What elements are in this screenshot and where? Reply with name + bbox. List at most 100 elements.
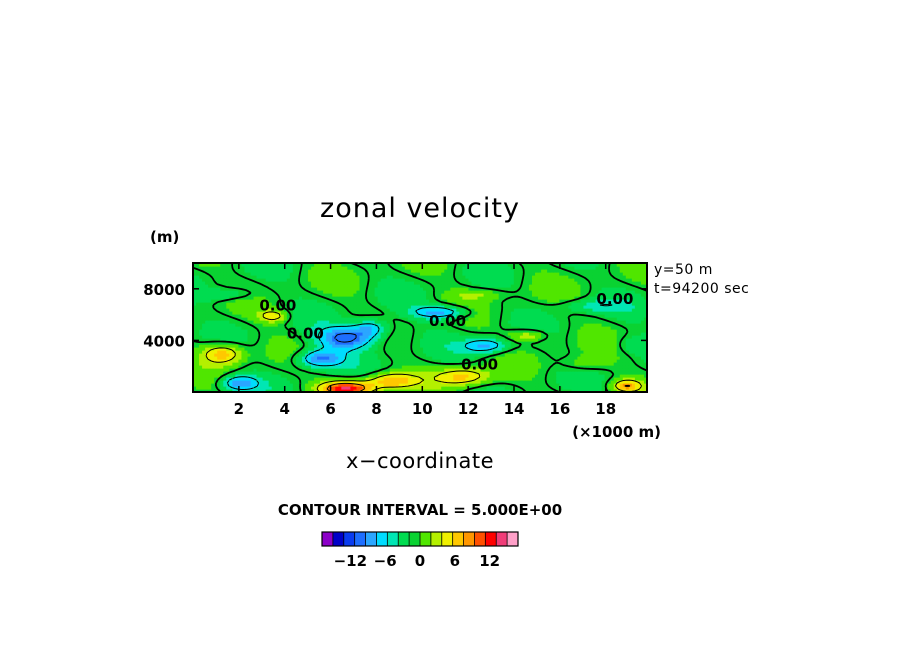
- heatmap-cell: [468, 362, 473, 366]
- heatmap-cell: [202, 359, 206, 363]
- heatmap-cell: [489, 329, 494, 333]
- heatmap-cell: [492, 314, 497, 318]
- heatmap-cell: [262, 359, 267, 363]
- heatmap-cell: [401, 311, 406, 315]
- heatmap-cell: [205, 302, 209, 306]
- heatmap-cell: [404, 359, 409, 363]
- heatmap-cell: [304, 338, 309, 342]
- heatmap-cell: [220, 320, 224, 324]
- heatmap-cell: [610, 335, 615, 339]
- heatmap-cell: [271, 338, 276, 342]
- heatmap-cell: [344, 377, 348, 381]
- heatmap-cell: [610, 380, 615, 384]
- heatmap-cell: [474, 383, 479, 387]
- heatmap-cell: [353, 368, 358, 372]
- heatmap-cell: [519, 338, 524, 342]
- heatmap-cell: [229, 338, 233, 342]
- heatmap-cell: [353, 371, 358, 375]
- heatmap-cell: [398, 335, 403, 339]
- heatmap-cell: [625, 296, 630, 300]
- heatmap-cell: [462, 293, 466, 297]
- heatmap-cell: [413, 332, 418, 336]
- heatmap-cell: [441, 308, 445, 312]
- heatmap-cell: [368, 386, 373, 390]
- heatmap-cell: [435, 296, 439, 300]
- heatmap-cell: [398, 347, 403, 351]
- heatmap-cell: [601, 335, 606, 339]
- heatmap-cell: [501, 296, 506, 300]
- heatmap-cell: [616, 311, 621, 315]
- heatmap-cell: [262, 350, 267, 354]
- heatmap-cell: [595, 323, 600, 327]
- heatmap-cell: [214, 290, 218, 294]
- heatmap-cell: [589, 347, 594, 351]
- heatmap-cell: [601, 329, 606, 333]
- heatmap-cell: [598, 344, 603, 348]
- heatmap-cell: [604, 320, 609, 324]
- heatmap-cell: [426, 356, 430, 360]
- heatmap-cell: [459, 341, 463, 345]
- heatmap-cell: [486, 320, 491, 324]
- heatmap-cell: [395, 389, 400, 392]
- heatmap-cell: [380, 380, 385, 384]
- heatmap-cell: [547, 311, 551, 315]
- heatmap-cell: [474, 344, 479, 348]
- heatmap-cell: [371, 350, 376, 354]
- heatmap-cell: [577, 356, 582, 360]
- heatmap-cell: [507, 368, 512, 372]
- heatmap-cell: [274, 356, 279, 360]
- heatmap-cell: [359, 353, 364, 357]
- heatmap-cell: [535, 389, 539, 392]
- heatmap-cell: [622, 371, 627, 375]
- heatmap-cell: [329, 296, 333, 300]
- heatmap-cell: [619, 317, 624, 321]
- heatmap-cell: [208, 338, 212, 342]
- heatmap-cell: [238, 314, 243, 318]
- heatmap-cell: [341, 359, 345, 363]
- heatmap-cell: [274, 347, 279, 351]
- heatmap-cell: [229, 329, 233, 333]
- heatmap-cell: [238, 347, 243, 351]
- heatmap-cell: [465, 386, 470, 390]
- heatmap-cell: [344, 380, 348, 384]
- heatmap-cell: [277, 305, 282, 309]
- heatmap-cell: [592, 380, 597, 384]
- heatmap-cell: [531, 311, 536, 315]
- heatmap-cell: [535, 320, 539, 324]
- heatmap-cell: [308, 377, 312, 381]
- heatmap-cell: [595, 386, 600, 390]
- heatmap-cell: [383, 326, 388, 330]
- heatmap-cell: [550, 347, 554, 351]
- heatmap-cell: [332, 359, 336, 363]
- heatmap-cell: [592, 356, 597, 360]
- heatmap-cell: [416, 365, 421, 369]
- heatmap-cell: [220, 356, 224, 360]
- heatmap-cell: [574, 311, 578, 315]
- heatmap-cell: [574, 302, 578, 306]
- heatmap-cell: [292, 347, 297, 351]
- heatmap-cell: [595, 356, 600, 360]
- heatmap-cell: [580, 377, 585, 381]
- heatmap-cell: [220, 389, 224, 392]
- heatmap-cell: [429, 311, 433, 315]
- heatmap-cell: [350, 299, 355, 303]
- heatmap-cell: [556, 350, 560, 354]
- heatmap-cell: [223, 341, 227, 345]
- heatmap-cell: [371, 317, 376, 321]
- heatmap-cell: [429, 338, 433, 342]
- heatmap-cell: [426, 323, 430, 327]
- heatmap-cell: [407, 320, 412, 324]
- heatmap-cell: [259, 329, 264, 333]
- heatmap-cell: [344, 326, 348, 330]
- heatmap-cell: [456, 368, 460, 372]
- heatmap-cell: [353, 311, 358, 315]
- heatmap-cell: [223, 296, 227, 300]
- heatmap-cell: [498, 293, 503, 297]
- heatmap-cell: [507, 389, 512, 392]
- heatmap-cell: [577, 329, 582, 333]
- heatmap-cell: [205, 380, 209, 384]
- heatmap-cell: [350, 308, 355, 312]
- heatmap-cell: [450, 332, 454, 336]
- heatmap-cell: [283, 302, 288, 306]
- heatmap-cell: [193, 320, 197, 324]
